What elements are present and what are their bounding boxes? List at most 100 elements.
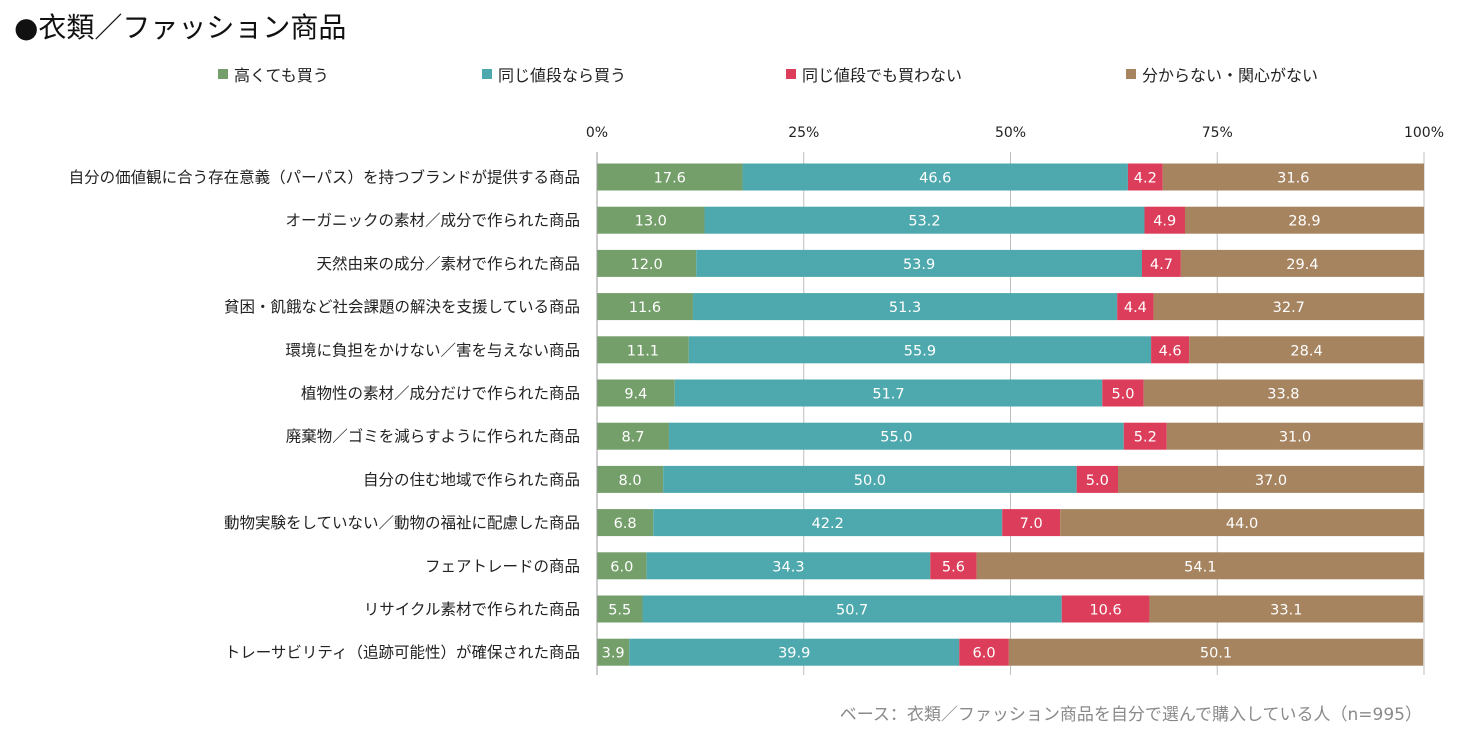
bar-segment: [597, 595, 643, 623]
data-label: 13.0: [635, 214, 667, 230]
bar-segment: [597, 293, 693, 321]
data-label: 6.0: [973, 646, 996, 662]
bar-segment: [597, 163, 743, 191]
bar-segment: [597, 249, 697, 277]
data-label: 29.4: [1286, 257, 1318, 273]
bar-segment: [1151, 336, 1190, 364]
data-label: 50.7: [836, 603, 868, 619]
bar-segment: [663, 465, 1077, 493]
category-label: 自分の住む地域で作られた商品: [363, 471, 580, 489]
data-label: 32.7: [1273, 300, 1305, 316]
bar-segment: [1153, 293, 1424, 321]
category-label: 貧困・飢餓など社会課題の解決を支援している商品: [224, 298, 580, 316]
bar-segment: [1189, 336, 1424, 364]
data-label: 33.8: [1267, 387, 1299, 403]
legend-swatch-not-buy-even-same-price: [786, 69, 796, 79]
bar-segment: [1127, 163, 1163, 191]
data-label: 4.9: [1153, 214, 1176, 230]
legend-item-not-buy-even-same-price: 同じ値段でも買わない: [786, 62, 962, 86]
bar-segment: [674, 379, 1103, 407]
chart-title: ●衣類／ファッション商品: [14, 11, 347, 44]
x-tick-label: 0%: [586, 125, 608, 141]
bar-segment: [597, 638, 630, 666]
bar-segment: [976, 552, 1424, 580]
data-label: 4.2: [1134, 171, 1157, 187]
category-label: フェアトレードの商品: [425, 557, 580, 575]
legend-item-buy-if-same-price: 同じ値段なら買う: [482, 62, 626, 86]
bar-segment: [1141, 249, 1181, 277]
data-label: 4.6: [1159, 343, 1182, 359]
bar-segment: [1123, 422, 1167, 450]
category-label: 環境に負担をかけない／害を与えない商品: [285, 340, 580, 359]
bar-segment: [1008, 638, 1424, 666]
category-label: 植物性の素材／成分だけで作られた商品: [301, 385, 580, 403]
data-label: 37.0: [1255, 473, 1287, 489]
bar-segment: [1060, 509, 1424, 537]
data-label: 12.0: [630, 257, 662, 273]
bar-segment: [696, 249, 1142, 277]
data-label: 28.4: [1290, 343, 1322, 359]
legend-item-unknown-no-interest: 分からない・関心がない: [1126, 62, 1318, 86]
data-label: 42.2: [812, 516, 844, 532]
x-tick-label: 25%: [788, 125, 819, 141]
legend-item-buy-even-if-expensive: 高くても買う: [218, 62, 329, 86]
category-label: 廃棄物／ゴミを減らすように作られた商品: [286, 427, 580, 446]
category-label: リサイクル素材で作られた商品: [364, 601, 580, 619]
data-label: 31.0: [1279, 430, 1311, 446]
bar-segment: [668, 422, 1124, 450]
data-label: 11.6: [629, 300, 661, 316]
data-label: 51.3: [889, 300, 921, 316]
bar-segment: [1117, 293, 1154, 321]
bar-segment: [688, 336, 1152, 364]
bar-segment: [1076, 465, 1119, 493]
bar-segment: [1149, 595, 1424, 623]
bar-segment: [597, 509, 654, 537]
data-label: 44.0: [1226, 516, 1258, 532]
data-label: 46.6: [919, 171, 951, 187]
data-label: 8.7: [621, 430, 644, 446]
bar-segment: [1061, 595, 1150, 623]
category-label: 自分の価値観に合う存在意義（パーパス）を持つブランドが提供する商品: [69, 168, 580, 187]
bar-segment: [597, 465, 664, 493]
source-note: ベース：衣類／ファッション商品を自分で選んで購入している人（n=995）: [839, 705, 1422, 725]
data-label: 55.9: [904, 343, 936, 359]
data-label: 50.0: [854, 473, 886, 489]
x-tick-label: 50%: [995, 125, 1026, 141]
bar-segment: [597, 379, 675, 407]
bar-segment: [1166, 422, 1424, 450]
bar-segment: [742, 163, 1128, 191]
data-label: 34.3: [772, 559, 804, 575]
legend-swatch-buy-even-if-expensive: [218, 69, 228, 79]
data-label: 5.5: [608, 603, 631, 619]
x-tick-label: 100%: [1404, 125, 1444, 141]
data-label: 3.9: [602, 646, 625, 662]
x-tick-label: 75%: [1202, 125, 1233, 141]
data-label: 33.1: [1270, 603, 1302, 619]
data-label: 8.0: [619, 473, 642, 489]
data-label: 6.8: [614, 516, 637, 532]
bar-segment: [959, 638, 1009, 666]
bar-segment: [1002, 509, 1061, 537]
legend-swatch-buy-if-same-price: [482, 69, 492, 79]
data-label: 4.4: [1124, 300, 1147, 316]
data-label: 9.4: [624, 387, 647, 403]
bar-segment: [629, 638, 960, 666]
bar-segment: [692, 293, 1118, 321]
data-label: 51.7: [872, 387, 904, 403]
bar-segment: [930, 552, 977, 580]
data-label: 11.1: [627, 343, 659, 359]
data-label: 55.0: [880, 430, 912, 446]
data-label: 6.0: [610, 559, 633, 575]
bar-segment: [597, 422, 669, 450]
bar-segment: [1118, 465, 1424, 493]
data-label: 50.1: [1200, 646, 1232, 662]
data-label: 53.9: [903, 257, 935, 273]
legend-label-buy-if-same-price: 同じ値段なら買う: [498, 66, 627, 85]
bar-segment: [642, 595, 1062, 623]
bar-segment: [1162, 163, 1424, 191]
category-label: オーガニックの素材／成分で作られた商品: [285, 212, 580, 230]
bar-segment: [1102, 379, 1144, 407]
category-label: 天然由来の成分／素材で作られた商品: [316, 255, 580, 273]
bar-segment: [597, 206, 705, 234]
